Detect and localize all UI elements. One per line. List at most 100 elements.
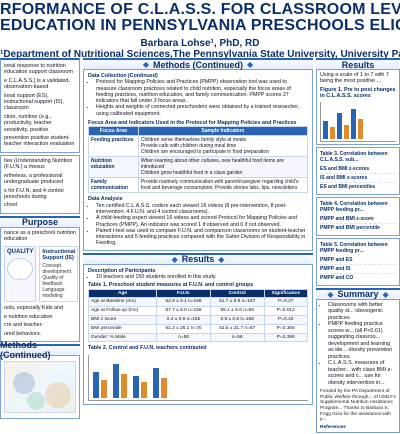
summary-title: Summary xyxy=(337,289,379,300)
corr2-row-2-key: PMPP and BMI percentile xyxy=(320,224,380,231)
left-p2-1: ties (Understanding Nutrition (F.U.N.) a… xyxy=(4,157,73,171)
figure1-bar-2 xyxy=(330,126,335,139)
methods-diamond-left: ◆ xyxy=(142,60,149,69)
funding-note: Funded by the PA Department of Public We… xyxy=(320,389,396,423)
data-analysis-list: Ten certified C.L.A.S.S. coders each vie… xyxy=(88,203,308,247)
left-column: ional response to nutrition education su… xyxy=(0,58,80,434)
left-intro-line-4: ction, nutrition (e.g., productivity, te… xyxy=(4,113,52,133)
student-measures-table: Age F.U.N. Control Significance Age at B… xyxy=(87,288,309,343)
focus-area-cell-3-2: Provide routinely communication with par… xyxy=(137,177,309,194)
affiliation: ¹Department of Nutritional Sciences,The … xyxy=(0,49,400,60)
student-measures-row-3: BMI z score 0.4 ± 0.6 n=155 0.5 ± 0.6 n=… xyxy=(87,315,309,325)
focus-area-cell-2-1: Nutrition education xyxy=(88,156,139,179)
student-measures-cell-3-2: 0.4 ± 0.6 n=155 xyxy=(156,315,211,325)
student-measures-cell-5-2: n=58 xyxy=(156,332,211,343)
corr3-row-1: PMPP and ES xyxy=(320,256,396,265)
figure1-title: Figure 1. Pre to post changes in C.L.A.S… xyxy=(320,86,396,100)
corr3-row-2-key: PMPP and IS xyxy=(320,265,351,272)
focus-area-table-header-row: Focus Area Sample Indicators xyxy=(88,126,309,137)
classroom-photo xyxy=(4,360,76,413)
summary-item-2: PMPP feeding practice scores w... (all P… xyxy=(328,321,396,360)
author: Barbara Lohse¹, PhD, RD xyxy=(140,38,260,49)
mini-chart xyxy=(88,354,308,401)
student-measures-row-2: Age at Follow-up (mo) 57.7 ± 8.8 n=156 5… xyxy=(87,306,309,317)
summary-diamond-right: ◆ xyxy=(382,289,389,299)
data-analysis-item-3: Paired t-test was used to compare F.U.N.… xyxy=(96,228,308,247)
student-measures-cell-4-2: 61.2 ± 26.1 n=70 xyxy=(156,323,211,334)
header: RFORMANCE OF C.L.A.S.S. FOR CLASSROOM LE… xyxy=(0,0,400,60)
corr2-title: Table 4. Correlation between PMPP feedin… xyxy=(320,200,388,213)
left-intro-line-1: ional response to nutrition education su… xyxy=(4,63,73,76)
photo-blob-1 xyxy=(13,371,35,394)
instructional-support-sub: Concept development Quality of feedback … xyxy=(42,263,71,300)
corr1-row-2: IS and BMI z-scores xyxy=(320,174,396,183)
corr1-title: Table 3. Correlation between C.L.A.S.S. … xyxy=(320,150,388,163)
summary-item-1: Classrooms with better quality st... obe… xyxy=(328,302,396,322)
student-measures-cell-4-1: BMI percentile xyxy=(87,323,158,334)
left-quality-diagram: QUALITY Instructional Support (IS) Conce… xyxy=(4,245,79,303)
participants-item-1: 10 teachers and 150 students enrolled in… xyxy=(96,274,308,280)
student-measures-row-5: Gender: % Male n=58 n=56 P=0.396 xyxy=(87,332,309,343)
corr1-row-1-key: ES and BMI z-scores xyxy=(320,165,370,172)
left-intro: ional response to nutrition education su… xyxy=(0,58,80,153)
right-results-box: Using a scale of 1 to 7 with 7 being the… xyxy=(316,70,400,145)
figure1-bar-5 xyxy=(351,108,356,139)
right-results-title: Results xyxy=(341,59,375,70)
participants-title: Description of Participants xyxy=(88,267,156,274)
corr2-row-1: PMPP and BMI z-score xyxy=(320,215,396,224)
focus-area-table: Focus Area Sample Indicators Feeding pra… xyxy=(88,126,309,194)
left-methods-title: Methods (Continued) xyxy=(0,340,51,361)
summary-item-3: C.L.A.S.S. measures of teacher... with c… xyxy=(328,360,396,386)
student-measures-col-3: Control xyxy=(209,288,265,299)
left-intro-line-3: ional support (ES), instructional suppor… xyxy=(4,92,64,112)
left-p2-4: chool. xyxy=(4,202,19,209)
photo-blob-3 xyxy=(27,391,45,410)
figure1-bar-6 xyxy=(358,118,363,139)
figure1-bar-4 xyxy=(344,124,349,139)
table3-title: Table 2. Control and F.U.N. teachers con… xyxy=(88,345,207,352)
middle-methods-header: ◆ Methods (Continued) ◆ xyxy=(83,58,313,70)
left-paragraph-2: ties (Understanding Nutrition (F.U.N.) a… xyxy=(0,154,80,214)
student-measures-cell-5-1: Gender: % Male xyxy=(87,332,158,343)
corr1-row-2-key: IS and BMI z-scores xyxy=(320,174,368,181)
focus-area-row-1: Feeding practices Children serve themsel… xyxy=(88,135,309,158)
poster-title-line-1: RFORMANCE OF C.L.A.S.S. FOR CLASSROOM LE… xyxy=(0,2,400,18)
focus-area-row-2: Nutrition education When learning about … xyxy=(88,156,309,179)
data-collection-item-1: Protocol for Mapping Policies and Practi… xyxy=(96,79,308,104)
mini-chart-group-4 xyxy=(153,357,167,398)
summary-header: ◆ Summary ◆ xyxy=(316,287,400,300)
left-p2-2: ertheless, a professional undergraduate … xyxy=(4,172,64,186)
left-small-2: e nutrition education xyxy=(4,313,53,320)
mini-chart-bar-control-3 xyxy=(141,381,147,398)
figure1-bar-1 xyxy=(323,120,328,139)
data-analysis-item-1: Ten certified C.L.A.S.S. coders each vie… xyxy=(96,203,308,216)
left-small-1: ools, especially Kids and xyxy=(4,305,64,312)
mini-chart-bar-fun-4 xyxy=(153,367,159,398)
student-measures-cell-5-4: P=0.396 xyxy=(263,332,309,343)
mini-chart-bar-fun-1 xyxy=(93,371,99,398)
corr3-row-3: PMPP and CO xyxy=(320,274,396,282)
data-collection-item-2: Heights and weights of connected prescho… xyxy=(96,104,308,117)
student-measures-cell-3-4: P=0.42 xyxy=(263,315,309,325)
focus-area-col-2: Sample Indicators xyxy=(137,126,309,137)
results-diamond-right: ◆ xyxy=(218,254,225,264)
corr2-row-1-key: PMPP and BMI z-score xyxy=(320,215,374,222)
left-purpose-header: Purpose xyxy=(0,215,80,228)
methods-diamond-right: ◆ xyxy=(246,60,254,69)
student-measures-header-row: Age F.U.N. Control Significance xyxy=(87,288,309,299)
mini-chart-bar-control-2 xyxy=(121,373,127,398)
summary-diamond-left: ◆ xyxy=(327,289,334,299)
corr3-row-2: PMPP and IS xyxy=(320,265,396,274)
student-measures-cell-2-4: P=0.012 xyxy=(263,306,309,317)
focus-area-cell-2-2: When learning about other cultures, new … xyxy=(137,156,309,179)
corr3-row-3-key: PMPP and CO xyxy=(320,274,354,281)
middle-column: ◆ Methods (Continued) ◆ Data Collection … xyxy=(83,58,313,434)
left-purpose-line: nance as a preschool nutrition education xyxy=(4,229,76,243)
summary-list: Classrooms with better quality st... obe… xyxy=(320,302,396,387)
corr3-row-1-key: PMPP and ES xyxy=(320,256,353,263)
byline: Barbara Lohse¹, PhD, RD ¹Department of N… xyxy=(0,38,400,60)
left-purpose-title: Purpose xyxy=(21,217,58,228)
instructional-support-title: Instructional Support (IS) xyxy=(42,248,76,261)
corr1-row-3: ES and BMI percentiles xyxy=(320,183,396,191)
